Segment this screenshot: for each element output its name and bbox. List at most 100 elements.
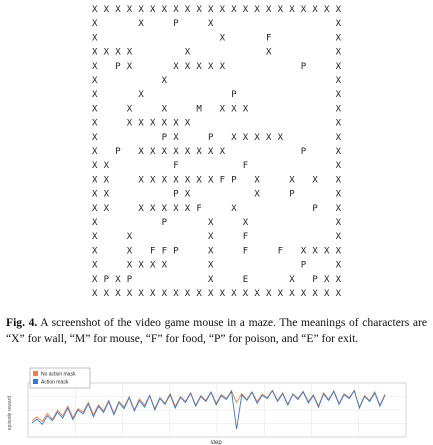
maze-cell: X [336,62,342,72]
maze-cell: X [162,5,168,15]
reward-chart: episode reward step No action mask Action m… [7,367,407,445]
maze-cell: P [162,133,168,143]
maze-cell: X [173,133,179,143]
maze-cell: X [185,62,191,72]
maze-cell: X [92,5,98,15]
maze-cell: X [243,289,249,299]
maze-cell: X [185,204,191,214]
maze-cell: X [243,104,249,114]
maze-cell: X [220,289,226,299]
maze-cell: F [266,33,271,43]
maze-cell: X [336,161,342,171]
maze-cell: X [115,289,121,299]
maze-cell: P [231,175,237,185]
maze-cell: X [162,119,168,129]
maze-cell: X [220,147,226,157]
maze-cell: X [278,5,284,15]
maze-cell: X [162,76,168,86]
maze-cell: X [208,289,214,299]
maze-cell: X [266,289,272,299]
maze-cell: X [127,246,133,256]
maze-cell: X [336,48,342,58]
maze-cell: X [301,246,307,256]
maze-cell: X [173,175,179,185]
maze-cell: X [312,175,318,185]
maze-cell: X [208,62,214,72]
maze-cell: P [312,275,318,285]
maze-cell: X [243,5,249,15]
maze-cell: X [220,33,226,43]
maze-cell: P [301,62,307,72]
maze-cell: X [185,119,191,129]
maze-cell: X [162,204,168,214]
maze-cell: X [196,147,202,157]
caption-text: A screenshot of the video game mouse in … [6,316,428,345]
maze-cell: X [92,218,98,228]
maze-cell: X [220,5,226,15]
legend [29,367,91,389]
maze-cell: X [266,48,272,58]
maze-cell: X [162,104,168,114]
maze-cell: X [312,5,318,15]
maze-cell: X [278,289,284,299]
maze-cell: X [243,133,249,143]
x-axis-label: step [210,440,222,445]
maze-cell: X [231,5,237,15]
maze-cell: P [115,147,121,157]
maze-cell: X [231,289,237,299]
maze-cell: X [208,147,214,157]
maze-cell: X [92,90,98,100]
maze-cell: X [173,147,179,157]
maze-cell: P [289,190,295,200]
maze-cell: X [324,246,330,256]
maze-cell: X [150,147,156,157]
maze-cell: P [115,62,121,72]
maze-cell: X [138,204,144,214]
maze-cell: X [162,147,168,157]
maze-cell: X [185,48,191,58]
maze-cell: X [138,119,144,129]
maze-cell: X [336,261,342,271]
maze-cell: X [92,104,98,114]
maze-cell: X [92,33,98,43]
maze-cell: X [92,232,98,242]
maze-cell: P [173,190,179,200]
maze-screenshot: X X X X X X X X X X X X X X X X X X X X X XX X P X XX X F XX X X X X X XX P… [92,5,342,299]
maze-cell: X [196,62,202,72]
maze-cell: X [324,275,330,285]
maze-cell: X [185,5,191,15]
maze-cell: F [243,161,248,171]
maze-cell: F [243,232,248,242]
maze-cell: X [173,204,179,214]
maze-cell: X [104,48,110,58]
maze-cell: X [127,5,133,15]
maze-cell: X [150,175,156,185]
maze-cell: X [162,261,168,271]
maze-cell: X [336,246,342,256]
maze-cell: X [104,175,110,185]
maze-cell: X [336,289,342,299]
maze-cell: X [104,5,110,15]
maze-cell: X [336,133,342,143]
maze-cell: X [173,5,179,15]
maze-cell: X [336,19,342,29]
maze-cell: X [289,289,295,299]
maze-cell: P [173,246,179,256]
maze-cell: P [173,19,179,29]
maze-cell: X [336,104,342,114]
maze-cell: X [115,5,121,15]
maze-cell: X [138,175,144,185]
maze-cell: X [208,19,214,29]
